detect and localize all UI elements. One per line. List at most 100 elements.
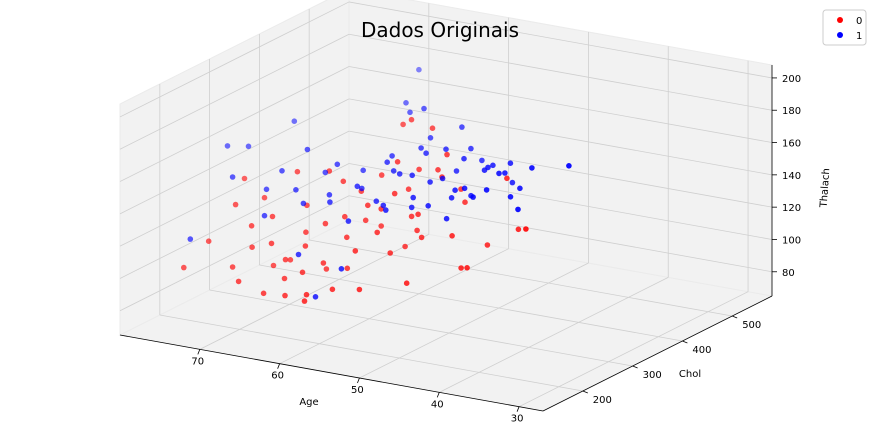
data-point-series-1	[496, 170, 502, 177]
data-point-series-0	[365, 202, 371, 209]
x-tick-mark	[277, 363, 280, 369]
grid-line-y-floor	[309, 239, 733, 317]
data-point-series-0	[523, 226, 529, 232]
data-point-series-0	[408, 213, 415, 220]
data-point-series-0	[342, 213, 348, 220]
y-axis-label: Chol	[679, 369, 701, 380]
grid-line-z-right-wall	[348, 33, 773, 111]
grid-line-y-floor	[159, 314, 583, 392]
data-point-series-0	[387, 250, 394, 256]
x-tick-mark	[516, 406, 520, 412]
data-point-series-0	[352, 248, 359, 254]
data-point-series-0	[429, 125, 436, 131]
x-tick-label: 40	[431, 399, 444, 410]
data-point-series-1	[517, 185, 523, 192]
data-point-series-0	[344, 234, 350, 241]
data-point-series-1	[479, 157, 485, 164]
data-point-series-1	[187, 236, 194, 242]
data-point-series-0	[462, 199, 468, 205]
data-point-series-1	[263, 186, 270, 193]
data-point-series-0	[378, 223, 385, 229]
data-point-series-1	[326, 192, 333, 198]
legend: 0 1	[822, 9, 867, 46]
grid-line-z-right-wall	[348, 195, 773, 273]
x-tick-label: 50	[351, 385, 364, 396]
data-point-series-1	[468, 145, 474, 152]
data-point-series-1	[443, 146, 449, 152]
data-points	[181, 66, 572, 304]
data-point-series-0	[320, 260, 327, 266]
data-point-series-0	[268, 240, 275, 247]
x-tick-mark	[197, 349, 201, 355]
grid-line-z-right-wall	[348, 1, 773, 79]
axes-panes	[118, 0, 774, 412]
axes-grid	[119, 1, 773, 408]
data-point-series-0	[484, 242, 491, 248]
grid-line-z-left-wall	[119, 130, 350, 247]
data-point-series-1	[425, 203, 432, 209]
data-point-series-0	[405, 186, 412, 192]
data-point-series-1	[448, 195, 455, 201]
data-point-series-1	[224, 143, 231, 149]
data-point-series-1	[403, 100, 409, 106]
z-tick-label: 140	[782, 171, 801, 182]
data-point-series-0	[515, 226, 522, 233]
data-point-series-0	[323, 266, 330, 272]
data-point-series-0	[329, 286, 336, 293]
data-point-series-1	[396, 171, 403, 177]
data-point-series-0	[294, 168, 301, 175]
data-point-series-1	[389, 153, 395, 159]
grid-line-x-floor	[439, 277, 669, 393]
y-tick-mark	[732, 315, 738, 319]
data-point-series-0	[261, 194, 268, 201]
grid-line-z-left-wall	[119, 163, 350, 279]
data-point-series-1	[507, 194, 514, 200]
grid-line-y-floor	[259, 264, 683, 342]
data-point-series-1	[360, 167, 367, 174]
data-point-series-1	[373, 198, 380, 204]
grid-line-z-left-wall	[119, 195, 350, 312]
grid-line-z-left-wall	[119, 66, 350, 182]
data-point-series-1	[423, 150, 429, 156]
data-point-series-1	[483, 187, 490, 193]
data-point-series-0	[374, 229, 381, 236]
z-tick-label: 120	[782, 203, 801, 214]
data-point-series-0	[403, 280, 410, 287]
data-point-series-0	[241, 175, 248, 182]
data-point-series-1	[295, 251, 302, 258]
y-tick-label: 300	[643, 370, 662, 381]
grid-line-z-right-wall	[348, 163, 773, 240]
axes-ticks: 30 40 50 60 70 200 300 400 500 80 100 120 140 160 180 2…	[191, 74, 801, 425]
legend-label-0: 0	[856, 16, 862, 27]
data-point-series-1	[515, 206, 521, 213]
data-point-series-0	[270, 262, 277, 269]
y-tick-label: 500	[742, 320, 761, 331]
data-point-series-1	[359, 185, 365, 192]
data-point-series-1	[293, 187, 299, 193]
data-point-series-0	[458, 265, 464, 271]
data-point-series-0	[269, 213, 276, 220]
left-back-pane	[119, 0, 350, 336]
data-point-series-0	[400, 121, 406, 128]
data-point-series-1	[279, 168, 285, 174]
legend-marker-0	[837, 17, 843, 23]
z-tick-label: 200	[782, 74, 801, 85]
x-tick-mark	[357, 377, 360, 384]
data-point-series-0	[414, 227, 420, 234]
data-point-series-0	[303, 291, 310, 298]
data-point-series-1	[507, 160, 514, 166]
data-point-series-1	[443, 215, 450, 222]
x-axis-line	[119, 334, 544, 412]
z-tick-label: 80	[782, 268, 795, 279]
legend-marker-1	[837, 32, 843, 38]
chart-title: Dados Originais	[361, 18, 519, 42]
grid-line-x-floor	[518, 291, 749, 408]
data-point-series-1	[481, 167, 488, 173]
data-point-series-0	[322, 220, 329, 227]
data-point-series-1	[300, 200, 307, 207]
data-point-series-0	[282, 256, 289, 263]
x-tick-label: 30	[511, 414, 524, 425]
data-point-series-1	[427, 135, 434, 141]
data-point-series-0	[362, 217, 369, 224]
